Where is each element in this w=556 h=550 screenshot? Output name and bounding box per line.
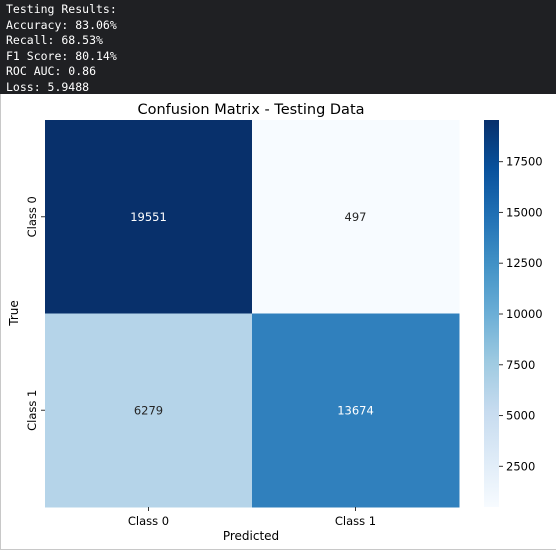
heatmap-cell (252, 313, 460, 508)
y-axis-label: True (7, 300, 21, 327)
heatmap-chart: Confusion Matrix - Testing Data 19551 497… (7, 102, 543, 543)
console-line-loss: Loss: 5.9488 (6, 79, 90, 94)
chart-title: Confusion Matrix - Testing Data (137, 102, 364, 118)
heatmap-cells: 19551 497 6279 13674 (45, 120, 460, 508)
console-line-accuracy: Accuracy: 83.06% (6, 17, 117, 32)
cell-value-label: 497 (345, 210, 367, 224)
x-axis-label: Predicted (223, 529, 279, 543)
colorbar-tick-label: 10000 (506, 307, 543, 321)
colorbar-ticks: 2500 5000 7500 10000 12500 15000 17500 (499, 155, 543, 473)
heatmap-cell (45, 313, 253, 508)
colorbar-tick-label: 7500 (506, 358, 535, 372)
console-output: Testing Results: Accuracy: 83.06% Recall… (0, 0, 556, 94)
colorbar-tick-label: 17500 (506, 155, 543, 169)
cell-value-label: 13674 (337, 403, 374, 417)
console-line-header: Testing Results: (6, 2, 117, 16)
x-tick-label: Class 0 (128, 514, 169, 528)
y-tick-label: Class 0 (25, 196, 39, 237)
console-line-f1-score: F1 Score: 80.14% (6, 48, 117, 63)
colorbar-tick-label: 12500 (506, 256, 543, 270)
colorbar (484, 120, 499, 507)
figure-left-border (0, 94, 1, 550)
heatmap-cell (45, 120, 253, 314)
y-tick-label: Class 1 (25, 390, 39, 431)
cell-value-label: 6279 (134, 403, 163, 417)
cell-value-label: 19551 (130, 210, 167, 224)
y-axis-ticks: Class 0 Class 1 (25, 196, 45, 431)
confusion-matrix-figure: Confusion Matrix - Testing Data 19551 497… (0, 94, 556, 550)
colorbar-tick-label: 2500 (506, 459, 535, 473)
colorbar-tick-label: 15000 (506, 205, 543, 219)
x-axis-ticks: Class 0 Class 1 (128, 507, 376, 528)
console-line-roc-auc: ROC AUC: 0.86 (6, 64, 97, 78)
console-line-recall: Recall: 68.53% (6, 33, 103, 47)
x-tick-label: Class 1 (335, 514, 376, 528)
heatmap-cell (252, 120, 460, 314)
colorbar-tick-label: 5000 (506, 409, 535, 423)
